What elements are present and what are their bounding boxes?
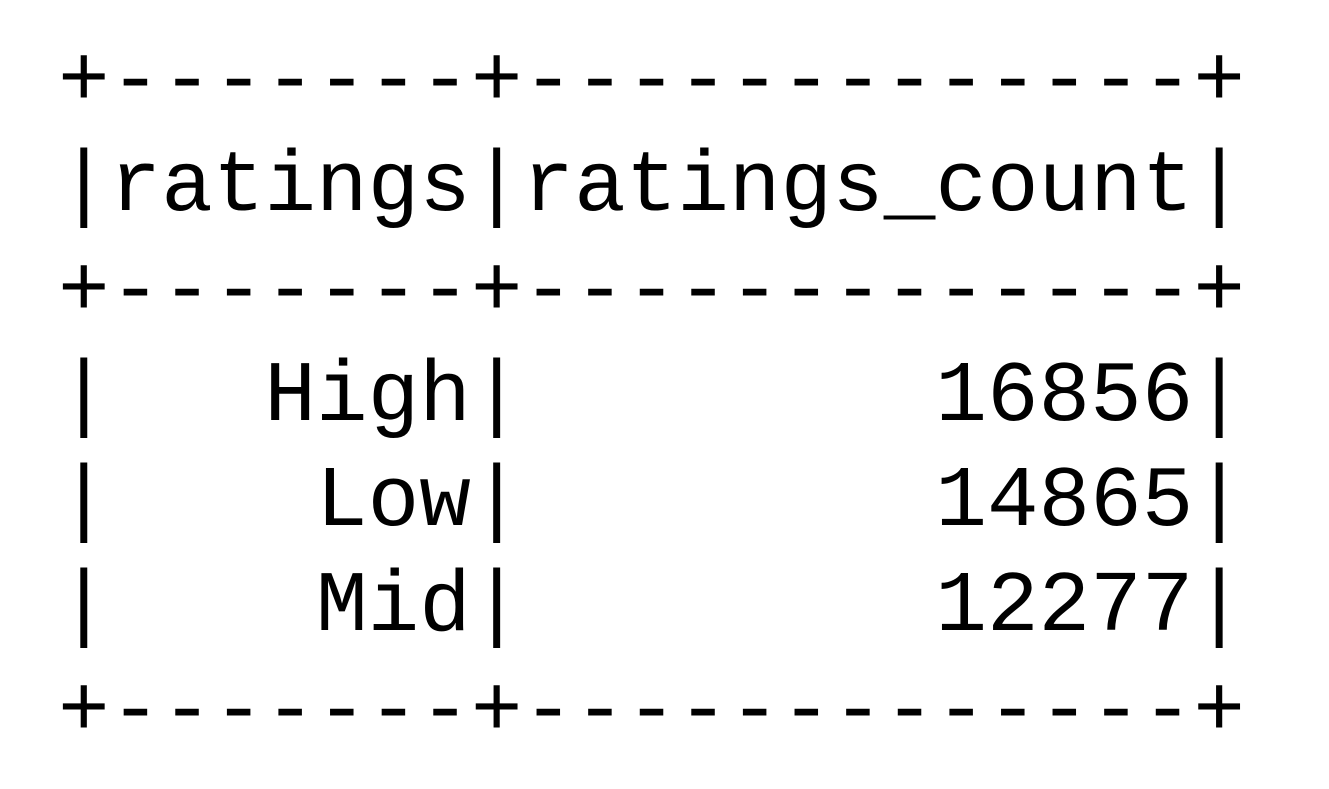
table-top-border: +-------+-------------+ [58, 33, 1245, 131]
table-row: | Low| 14865| [58, 453, 1245, 551]
dataframe-output: +-------+-------------+ |ratings|ratings_… [58, 30, 1245, 765]
table-header-border: +-------+-------------+ [58, 243, 1245, 341]
table-header-row: |ratings|ratings_count| [58, 138, 1245, 236]
table-row: | High| 16856| [58, 348, 1245, 446]
table-bottom-border: +-------+-------------+ [58, 663, 1245, 761]
table-row: | Mid| 12277| [58, 558, 1245, 656]
